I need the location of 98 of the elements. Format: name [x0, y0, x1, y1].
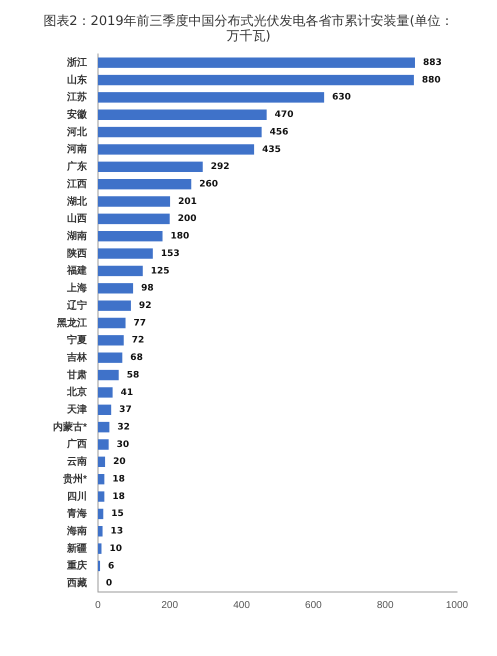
x-tick-label: 400 [233, 600, 250, 611]
y-tick-label: 江西 [66, 178, 87, 190]
data-label: 153 [160, 248, 180, 259]
y-tick-label: 宁夏 [66, 334, 87, 346]
bar [98, 300, 131, 311]
data-label: 260 [199, 180, 218, 190]
bar [98, 126, 262, 138]
data-label: 32 [117, 422, 130, 432]
y-tick-label: 新疆 [66, 542, 87, 554]
data-label: 200 [178, 214, 197, 224]
x-tick-label: 1000 [446, 600, 469, 611]
data-label: 18 [112, 492, 125, 502]
data-label: 77 [134, 318, 146, 328]
data-label: 470 [274, 110, 294, 120]
y-tick-label: 黑龙江 [56, 316, 87, 329]
x-tick-label: 0 [95, 600, 102, 611]
data-label: 58 [126, 370, 140, 380]
y-tick-label: 广东 [66, 160, 87, 173]
data-label: 180 [170, 232, 190, 242]
y-tick-label: 甘肃 [66, 368, 87, 381]
y-tick-label: 上海 [66, 282, 87, 294]
x-tick-label: 800 [376, 600, 394, 611]
y-tick-label: 广西 [66, 438, 87, 450]
y-tick-label: 贵州* [62, 472, 87, 485]
data-label: 292 [210, 162, 230, 172]
data-label: 630 [332, 92, 351, 103]
bar [98, 57, 415, 68]
bar [98, 526, 103, 536]
bar [98, 491, 104, 502]
bar [98, 110, 267, 120]
bar [98, 74, 414, 86]
bar [98, 231, 163, 242]
data-label: 41 [120, 388, 134, 398]
y-tick-label: 重庆 [66, 560, 87, 572]
data-label: 435 [262, 144, 281, 155]
y-tick-label: 陕西 [66, 247, 87, 260]
bar [98, 335, 124, 346]
x-tick-label: 200 [161, 600, 178, 611]
y-tick-label: 青海 [66, 508, 87, 520]
y-tick-label: 河北 [66, 126, 88, 138]
y-tick-label: 河南 [66, 143, 87, 156]
y-tick-label: 吉林 [66, 351, 88, 364]
data-label: 98 [141, 284, 154, 294]
bar [98, 178, 192, 190]
y-tick-label: 天津 [66, 404, 87, 416]
bar [98, 474, 104, 484]
y-tick-label: 云南 [66, 456, 87, 468]
data-label: 456 [270, 127, 288, 138]
bar [98, 196, 170, 207]
data-label: 201 [178, 196, 197, 207]
x-tick-label: 600 [305, 600, 322, 611]
data-label: 0 [106, 578, 112, 589]
data-label: 125 [150, 266, 170, 276]
data-label: 20 [113, 457, 126, 468]
y-tick-label: 湖北 [66, 195, 88, 208]
bar [98, 456, 106, 468]
y-tick-label: 福建 [66, 264, 87, 277]
bar [98, 214, 170, 224]
data-label: 68 [130, 353, 143, 364]
data-label: 37 [119, 405, 132, 416]
data-label: 10 [109, 544, 122, 554]
data-label: 883 [422, 58, 442, 68]
y-tick-label: 山东 [66, 74, 87, 86]
y-tick-label: 辽宁 [66, 299, 87, 312]
bar [98, 439, 109, 450]
bar [98, 248, 153, 259]
data-label: 15 [111, 509, 124, 520]
y-tick-label: 山西 [66, 212, 87, 225]
data-label: 13 [110, 526, 124, 537]
bar [98, 92, 324, 103]
bar [98, 404, 112, 415]
bar [98, 283, 134, 294]
bar [98, 543, 102, 554]
bar [98, 352, 122, 363]
y-tick-label: 安徽 [66, 108, 88, 120]
chart-title: 图表2：2019年前三季度中国分布式光伏发电各省市累计安装量(单位：万千瓦) [42, 14, 455, 44]
data-label: 92 [138, 300, 152, 311]
y-tick-label: 湖南 [66, 230, 87, 242]
bar [98, 370, 119, 380]
y-tick-label: 浙江 [66, 56, 87, 68]
y-tick-label: 江苏 [66, 91, 87, 104]
data-label: 880 [422, 75, 441, 86]
data-label: 72 [132, 336, 144, 346]
y-tick-label: 海南 [66, 525, 87, 538]
bar [98, 162, 203, 172]
bar [98, 422, 110, 432]
data-label: 30 [116, 440, 130, 450]
y-tick-label: 北京 [66, 386, 87, 398]
data-label: 18 [112, 474, 125, 485]
y-tick-label: 四川 [66, 490, 87, 502]
bar [98, 508, 104, 520]
bar [98, 387, 113, 398]
data-label: 6 [108, 561, 114, 572]
y-tick-label: 内蒙古* [52, 420, 87, 433]
bar [98, 266, 143, 276]
bar [98, 318, 126, 328]
y-tick-label: 西藏 [66, 577, 87, 590]
bar [98, 144, 254, 155]
